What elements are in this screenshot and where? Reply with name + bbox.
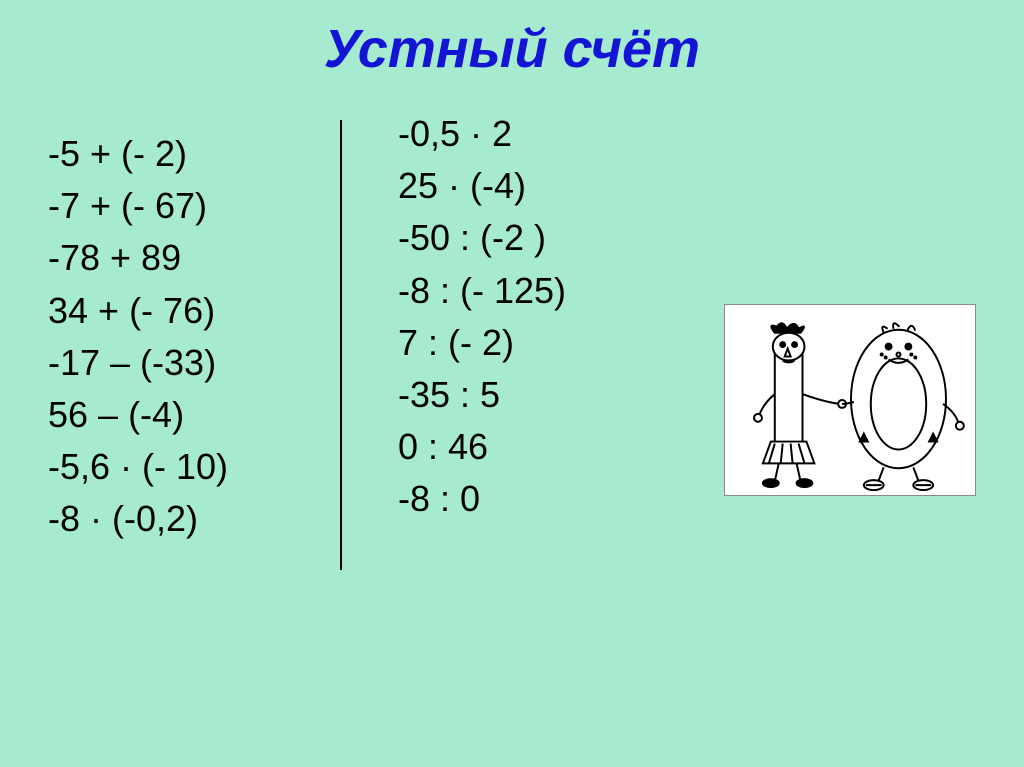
expression: -8 : 0 xyxy=(398,473,566,525)
page-title: Устный счёт xyxy=(0,0,1024,108)
expression: -8 · (-0,2) xyxy=(48,493,338,545)
expression: -0,5 · 2 xyxy=(398,108,566,160)
column-divider xyxy=(340,120,342,570)
expression: -78 + 89 xyxy=(48,232,338,284)
expression: -8 : (- 125) xyxy=(398,265,566,317)
number-characters-illustration xyxy=(724,304,976,496)
expression: 34 + (- 76) xyxy=(48,285,338,337)
content-area: -5 + (- 2) -7 + (- 67) -78 + 89 34 + (- … xyxy=(0,108,1024,546)
expression: -5 + (- 2) xyxy=(48,128,338,180)
expressions-column-right: -0,5 · 2 25 · (-4) -50 : (-2 ) -8 : (- 1… xyxy=(338,108,566,546)
expression: 0 : 46 xyxy=(398,421,566,473)
expression: 56 – (-4) xyxy=(48,389,338,441)
expression: -35 : 5 xyxy=(398,369,566,421)
expression: 7 : (- 2) xyxy=(398,317,566,369)
expressions-column-left: -5 + (- 2) -7 + (- 67) -78 + 89 34 + (- … xyxy=(48,108,338,546)
expression: 25 · (-4) xyxy=(398,160,566,212)
expression: -50 : (-2 ) xyxy=(398,212,566,264)
expression: -5,6 · (- 10) xyxy=(48,441,338,493)
expression: -17 – (-33) xyxy=(48,337,338,389)
expression: -7 + (- 67) xyxy=(48,180,338,232)
